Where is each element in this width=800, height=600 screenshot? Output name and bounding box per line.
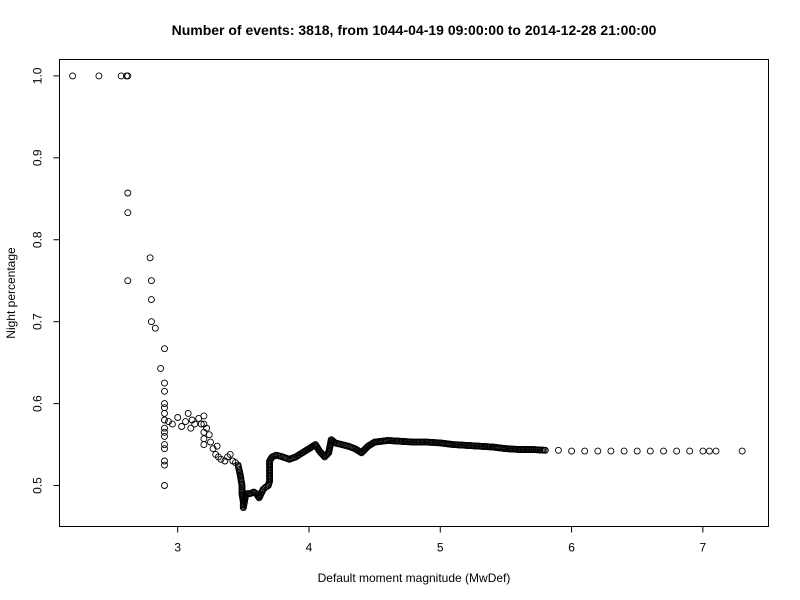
data-point xyxy=(161,441,168,449)
data-point xyxy=(161,416,168,424)
x-axis-label: Default moment magnitude (MwDef) xyxy=(318,571,511,585)
data-point xyxy=(461,441,469,449)
data-point xyxy=(581,447,589,455)
data-point xyxy=(235,465,243,473)
data-point xyxy=(187,424,195,432)
data-point xyxy=(284,455,292,463)
x-axis: 3 4 5 6 7 xyxy=(174,526,707,555)
data-point xyxy=(203,424,211,432)
data-point xyxy=(540,446,548,454)
data-point xyxy=(161,461,168,469)
data-point xyxy=(151,324,159,332)
data-point xyxy=(124,209,132,217)
data-point xyxy=(124,189,132,197)
chart-title: Number of events: 3818, from 1044-04-19 … xyxy=(172,22,657,38)
data-point xyxy=(191,420,199,428)
data-point xyxy=(157,364,165,372)
data-point xyxy=(646,447,654,455)
data-points xyxy=(69,72,746,512)
x-tick-label: 3 xyxy=(174,541,181,555)
x-tick-label: 7 xyxy=(700,541,707,555)
data-point xyxy=(161,445,168,453)
data-point xyxy=(205,431,213,439)
data-point xyxy=(161,400,168,408)
data-point xyxy=(238,480,246,488)
y-tick-label: 0.7 xyxy=(31,313,45,330)
data-point xyxy=(568,447,576,455)
data-point xyxy=(124,277,132,285)
y-tick-label: 0.9 xyxy=(31,149,45,166)
data-point xyxy=(474,442,482,450)
data-point xyxy=(69,72,77,80)
data-point xyxy=(236,472,244,480)
data-point xyxy=(146,254,154,262)
data-point xyxy=(738,447,746,455)
data-point xyxy=(514,445,522,453)
data-point xyxy=(607,447,615,455)
data-point xyxy=(147,318,155,326)
data-point xyxy=(200,441,208,449)
data-point xyxy=(396,437,404,445)
x-tick-label: 4 xyxy=(306,541,313,555)
data-point xyxy=(226,450,234,458)
data-point xyxy=(594,447,602,455)
data-point xyxy=(422,438,430,446)
data-point xyxy=(501,445,509,452)
data-point xyxy=(361,445,369,453)
data-point xyxy=(161,387,168,395)
data-point xyxy=(320,452,328,460)
data-point xyxy=(161,345,168,353)
data-point xyxy=(161,409,168,417)
data-point xyxy=(182,418,189,426)
data-point xyxy=(124,72,132,80)
data-point xyxy=(620,447,628,455)
y-tick-label: 0.5 xyxy=(31,477,45,494)
y-tick-label: 0.6 xyxy=(31,395,45,412)
data-point xyxy=(213,442,221,450)
data-point xyxy=(178,423,186,430)
data-point xyxy=(712,447,720,455)
y-axis: 0.5 0.6 0.7 0.8 0.9 1.0 xyxy=(31,67,60,494)
data-point xyxy=(161,428,168,436)
data-point xyxy=(271,452,279,460)
data-point xyxy=(161,379,168,387)
data-point xyxy=(633,447,641,455)
data-point xyxy=(200,435,208,443)
data-point xyxy=(355,447,363,455)
data-point xyxy=(161,482,168,489)
x-tick-label: 6 xyxy=(568,541,575,555)
data-point xyxy=(197,420,205,428)
data-point xyxy=(207,438,214,446)
plot-frame xyxy=(59,59,769,527)
data-point xyxy=(174,414,182,421)
data-point xyxy=(95,72,103,80)
data-point xyxy=(705,447,713,455)
data-point xyxy=(161,432,168,440)
data-point xyxy=(147,296,155,304)
y-tick-label: 1.0 xyxy=(31,67,45,84)
data-point xyxy=(337,440,344,448)
data-point xyxy=(147,277,155,285)
data-point xyxy=(200,412,208,420)
y-axis-label: Night percentage xyxy=(4,247,18,339)
data-point xyxy=(383,437,390,445)
data-point xyxy=(161,424,168,432)
data-point xyxy=(161,404,168,412)
data-point xyxy=(673,447,681,455)
data-point xyxy=(699,447,707,455)
data-point xyxy=(184,409,192,417)
data-point xyxy=(554,446,562,454)
data-point xyxy=(409,438,417,446)
data-point xyxy=(686,447,694,455)
data-point xyxy=(527,446,535,453)
data-point xyxy=(660,447,667,455)
data-point xyxy=(217,455,225,463)
y-tick-label: 0.8 xyxy=(31,231,45,248)
x-tick-label: 5 xyxy=(437,541,444,555)
data-point xyxy=(161,457,168,465)
data-point xyxy=(168,420,176,428)
data-point xyxy=(117,72,125,80)
